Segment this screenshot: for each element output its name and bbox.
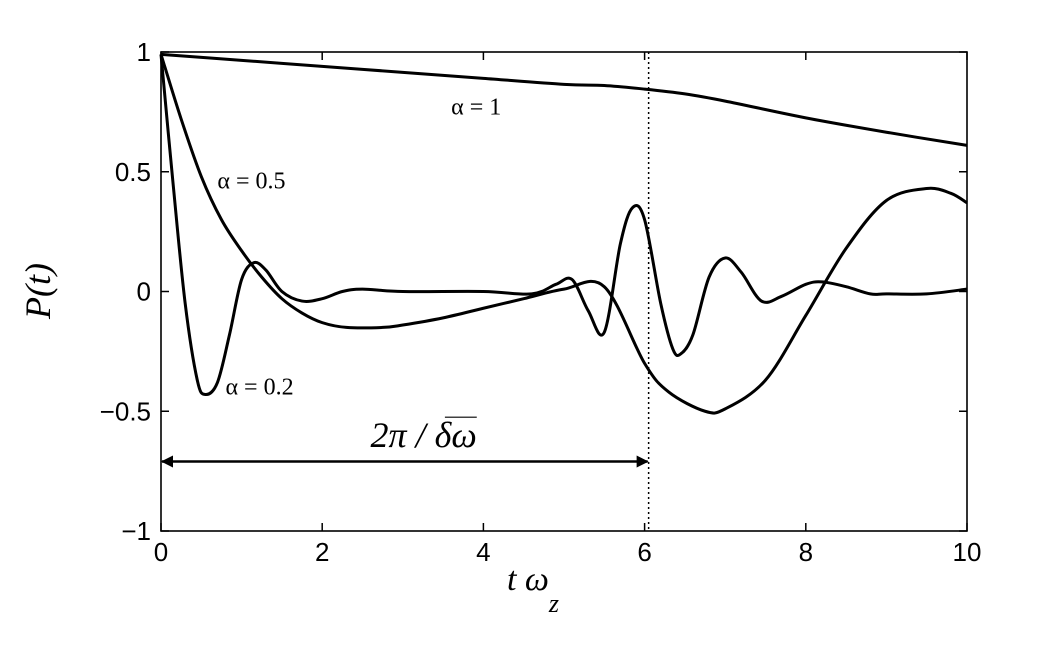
series-label: α = 1 bbox=[451, 94, 501, 120]
x-axis-label-subscript: z bbox=[548, 589, 559, 618]
y-axis-label: P(t) bbox=[18, 263, 58, 320]
y-tick-label: −1 bbox=[121, 516, 151, 546]
y-tick-labels: −1 −0.5 0 0.5 1 bbox=[100, 37, 151, 546]
period-label: 2π / δω bbox=[371, 415, 477, 455]
y-tick-label: −0.5 bbox=[100, 396, 151, 426]
x-tick-label: 6 bbox=[637, 537, 651, 567]
series-line-2 bbox=[159, 54, 968, 396]
series-line-0 bbox=[160, 52, 968, 147]
y-tick-label: 1 bbox=[137, 37, 151, 67]
annotations: α = 1 α = 0.5 α = 0.2 2π / δω bbox=[217, 94, 501, 455]
x-axis-label: t ωz bbox=[507, 561, 559, 618]
x-tick-label: 8 bbox=[799, 537, 813, 567]
series-lines bbox=[159, 52, 968, 415]
x-tick-labels: 0 2 4 6 8 10 bbox=[154, 537, 982, 567]
series-label: α = 0.5 bbox=[217, 169, 285, 195]
plot-area bbox=[160, 51, 968, 532]
x-tick-label: 4 bbox=[476, 537, 490, 567]
x-tick-label: 10 bbox=[953, 537, 982, 567]
x-tick-label: 2 bbox=[315, 537, 329, 567]
series-label: α = 0.2 bbox=[225, 374, 293, 400]
x-axis-label-main: t ω bbox=[507, 561, 549, 598]
x-tick-label: 0 bbox=[154, 537, 168, 567]
y-tick-label: 0.5 bbox=[115, 157, 151, 187]
axis-ticks bbox=[160, 51, 968, 532]
y-tick-label: 0 bbox=[137, 277, 151, 307]
